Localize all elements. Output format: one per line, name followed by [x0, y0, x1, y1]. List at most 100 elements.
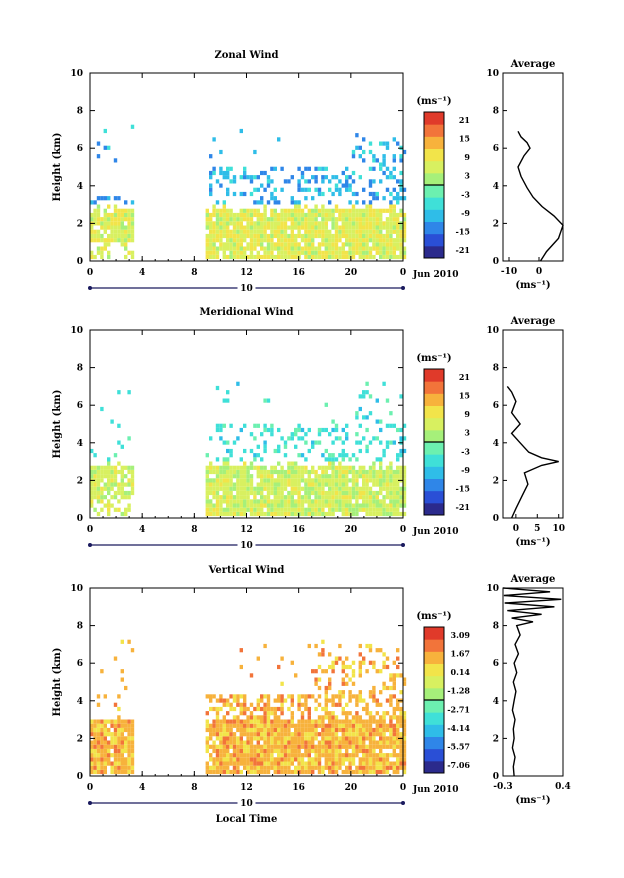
meridional-heatmap-cell: [229, 478, 233, 483]
vertical-heatmap-cell: [110, 765, 114, 770]
vertical-heatmap-cell: [280, 727, 284, 733]
zonal-heatmap-cell: [328, 212, 332, 218]
zonal-heatmap-cell: [266, 179, 271, 184]
vertical-heatmap-cell: [256, 761, 260, 766]
meridional-heatmap-cell: [290, 465, 294, 470]
zonal-heatmap-cell: [226, 208, 230, 213]
vertical-heatmap-cell: [290, 753, 294, 758]
vertical-heatmap-cell: [226, 723, 230, 728]
zonal-heatmap-cell: [297, 229, 301, 234]
meridional-profile-line: [506, 385, 559, 519]
meridional-heatmap-cell: [243, 474, 247, 479]
zonal-heatmap-cell: [331, 221, 335, 226]
meridional-heatmap-cell: [385, 444, 390, 449]
meridional-heatmap-cell: [243, 465, 247, 470]
vertical-heatmap-cell: [266, 698, 271, 703]
vertical-heatmap-cell: [229, 727, 233, 733]
meridional-heatmap-cell: [226, 490, 230, 496]
zonal-heatmap-cell: [290, 221, 294, 226]
vertical-heatmap-cell: [117, 769, 121, 775]
vertical-heatmap-cell: [396, 753, 400, 758]
vertical-heatmap-cell: [249, 723, 254, 728]
zonal-heatmap-cell: [253, 212, 257, 218]
vertical-heatmap-cell: [90, 744, 94, 749]
meridional-heatmap-cell: [382, 511, 386, 517]
zonal-heatmap-cell: [351, 170, 356, 176]
zonal-heatmap-cell: [127, 238, 131, 243]
vertical-heatmap-cell: [273, 761, 277, 766]
vertical-heatmap-cell: [328, 765, 332, 770]
vertical-heatmap-cell: [280, 694, 284, 699]
vertical-heatmap-cell: [297, 736, 301, 741]
meridional-heatmap-cell: [253, 503, 257, 508]
vertical-heatmap-cell: [120, 727, 124, 733]
vertical-heatmap-cell: [351, 719, 356, 724]
vertical-heatmap-cell: [311, 748, 315, 754]
zonal-heatmap-cell: [345, 233, 349, 239]
vertical-heatmap-cell: [328, 652, 332, 657]
zonal-heatmap-cell: [297, 200, 301, 205]
zonal-heatmap-cell: [372, 196, 376, 201]
zonal-heatmap-cell: [399, 208, 403, 213]
zonal-heatmap-cell: [392, 250, 396, 255]
zonal-heatmap-cell: [314, 204, 318, 209]
zonal-heatmap-cell: [260, 238, 264, 243]
zonal-heatmap-cell: [379, 212, 383, 218]
zonal-heatmap-cell: [392, 137, 396, 142]
meridional-heatmap-cell: [215, 486, 220, 491]
meridional-heatmap-cell: [402, 465, 407, 470]
meridional-heatmap-cell: [304, 465, 308, 470]
meridional-heatmap-cell: [215, 495, 220, 500]
vertical-heatmap-cell: [260, 753, 264, 758]
zonal-heatmap-cell: [375, 221, 379, 226]
meridional-heatmap-cell: [358, 465, 362, 470]
meridional-heatmap-cell: [368, 440, 373, 445]
vertical-heatmap-cell: [113, 753, 118, 758]
vertical-heatmap-cell: [399, 673, 403, 678]
vertical-heatmap-cell: [287, 706, 291, 712]
zonal-heatmap-cell: [317, 242, 322, 247]
vertical-heatmap-cell: [287, 727, 291, 733]
vertical-heatmap-cell: [331, 698, 335, 703]
meridional-heatmap-cell: [287, 436, 291, 441]
meridional-heatmap-cell: [103, 474, 107, 479]
zonal-heatmap-cell: [348, 250, 352, 255]
vertical-heatmap-cell: [355, 740, 359, 745]
meridional-heatmap-cell: [219, 423, 223, 428]
vertical-heatmap-cell: [392, 694, 396, 699]
meridional-heatmap-cell: [382, 469, 386, 475]
meridional-heatmap-cell: [283, 507, 288, 512]
zonal-heatmap-cell: [232, 229, 237, 234]
zonal-heatmap-cell: [232, 233, 237, 239]
vertical-heatmap-cell: [287, 736, 291, 741]
meridional-heatmap-cell: [392, 423, 396, 428]
vertical-heatmap-cell: [304, 727, 308, 733]
meridional-heatmap-cell: [246, 503, 250, 508]
vertical-heatmap-cell: [280, 744, 284, 749]
zonal-heatmap-cell: [263, 212, 267, 218]
zonal-heatmap-cell: [270, 242, 274, 247]
zonal-heatmap-cell: [375, 158, 379, 163]
zonal-heatmap-cell: [232, 212, 237, 218]
meridional-heatmap-cell: [300, 465, 305, 470]
vertical-colorbar-swatch: [424, 712, 444, 725]
meridional-heatmap-cell: [93, 495, 97, 500]
zonal-heatmap-cell: [263, 187, 267, 192]
zonal-heatmap-cell: [243, 250, 247, 255]
zonal-ytick-label: 8: [77, 107, 83, 117]
zonal-heatmap-cell: [246, 208, 250, 213]
meridional-colorbar-label: 9: [464, 409, 470, 419]
meridional-heatmap-cell: [260, 469, 264, 475]
zonal-heatmap-cell: [283, 221, 288, 226]
zonal-heatmap-cell: [263, 229, 267, 234]
vertical-heatmap-cell: [375, 740, 379, 745]
zonal-heatmap-cell: [338, 233, 342, 239]
vertical-heatmap-cell: [239, 740, 243, 745]
vertical-heatmap-cell: [205, 711, 209, 716]
meridional-heatmap-cell: [249, 511, 254, 517]
meridional-heatmap-cell: [311, 469, 315, 475]
meridional-heatmap-cell: [239, 503, 243, 508]
zonal-heatmap-cell: [379, 229, 383, 234]
vertical-heatmap-cell: [321, 719, 325, 724]
